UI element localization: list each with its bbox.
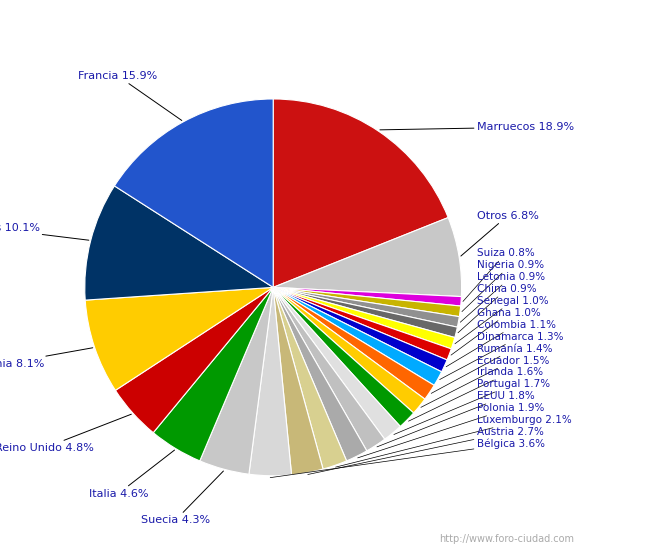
Text: Austria 2.7%: Austria 2.7%: [307, 427, 543, 475]
Wedge shape: [249, 287, 292, 476]
Wedge shape: [273, 287, 425, 413]
Text: Irlanda 1.6%: Irlanda 1.6%: [408, 367, 543, 421]
Text: Suiza 0.8%: Suiza 0.8%: [463, 249, 534, 301]
Text: Italia 4.6%: Italia 4.6%: [88, 450, 174, 499]
Wedge shape: [273, 287, 458, 338]
Wedge shape: [273, 287, 462, 306]
Text: Ghana 1.0%: Ghana 1.0%: [451, 308, 540, 355]
Text: Colombia 1.1%: Colombia 1.1%: [446, 320, 556, 367]
Wedge shape: [273, 99, 448, 287]
Wedge shape: [273, 287, 400, 439]
Text: Dinamarca 1.3%: Dinamarca 1.3%: [439, 332, 563, 379]
Wedge shape: [114, 99, 273, 287]
Wedge shape: [153, 287, 273, 461]
Wedge shape: [273, 287, 413, 426]
Text: Francia 15.9%: Francia 15.9%: [78, 71, 182, 120]
Wedge shape: [273, 287, 367, 461]
Text: Alemania 8.1%: Alemania 8.1%: [0, 348, 93, 369]
Wedge shape: [200, 287, 273, 474]
Text: http://www.foro-ciudad.com: http://www.foro-ciudad.com: [439, 534, 575, 544]
Text: China 0.9%: China 0.9%: [458, 284, 536, 333]
Wedge shape: [273, 287, 434, 399]
Wedge shape: [84, 186, 273, 300]
Text: Nigeria 0.9%: Nigeria 0.9%: [462, 260, 544, 312]
Text: Reino Unido 4.8%: Reino Unido 4.8%: [0, 414, 131, 453]
Wedge shape: [273, 218, 462, 296]
Text: Suecia 4.3%: Suecia 4.3%: [141, 471, 224, 525]
Wedge shape: [273, 287, 441, 386]
Wedge shape: [273, 287, 346, 469]
Wedge shape: [273, 287, 385, 451]
Wedge shape: [273, 287, 461, 317]
Text: EEUU 1.8%: EEUU 1.8%: [377, 391, 534, 447]
Text: Bélgica 3.6%: Bélgica 3.6%: [270, 438, 545, 477]
Wedge shape: [273, 287, 323, 475]
Text: Polonia 1.9%: Polonia 1.9%: [358, 403, 544, 458]
Wedge shape: [85, 287, 273, 390]
Text: Portugal 1.7%: Portugal 1.7%: [394, 379, 550, 434]
Text: Ecuador 1.5%: Ecuador 1.5%: [421, 355, 549, 408]
Text: Luxemburgo 2.1%: Luxemburgo 2.1%: [335, 415, 571, 467]
Text: Letonia 0.9%: Letonia 0.9%: [460, 272, 545, 322]
Text: Marruecos 18.9%: Marruecos 18.9%: [380, 122, 574, 132]
Text: Senegal 1.0%: Senegal 1.0%: [455, 296, 549, 344]
Text: Rumanía 1.4%: Rumanía 1.4%: [431, 344, 552, 393]
Text: Lorca - Turistas extranjeros según país - Octubre de 2024: Lorca - Turistas extranjeros según país …: [114, 15, 536, 31]
Text: Otros 6.8%: Otros 6.8%: [461, 211, 539, 256]
Wedge shape: [116, 287, 273, 433]
Wedge shape: [273, 287, 451, 360]
Wedge shape: [273, 287, 447, 372]
Wedge shape: [273, 287, 455, 349]
Text: Países Bajos 10.1%: Países Bajos 10.1%: [0, 222, 89, 240]
Wedge shape: [273, 287, 460, 327]
